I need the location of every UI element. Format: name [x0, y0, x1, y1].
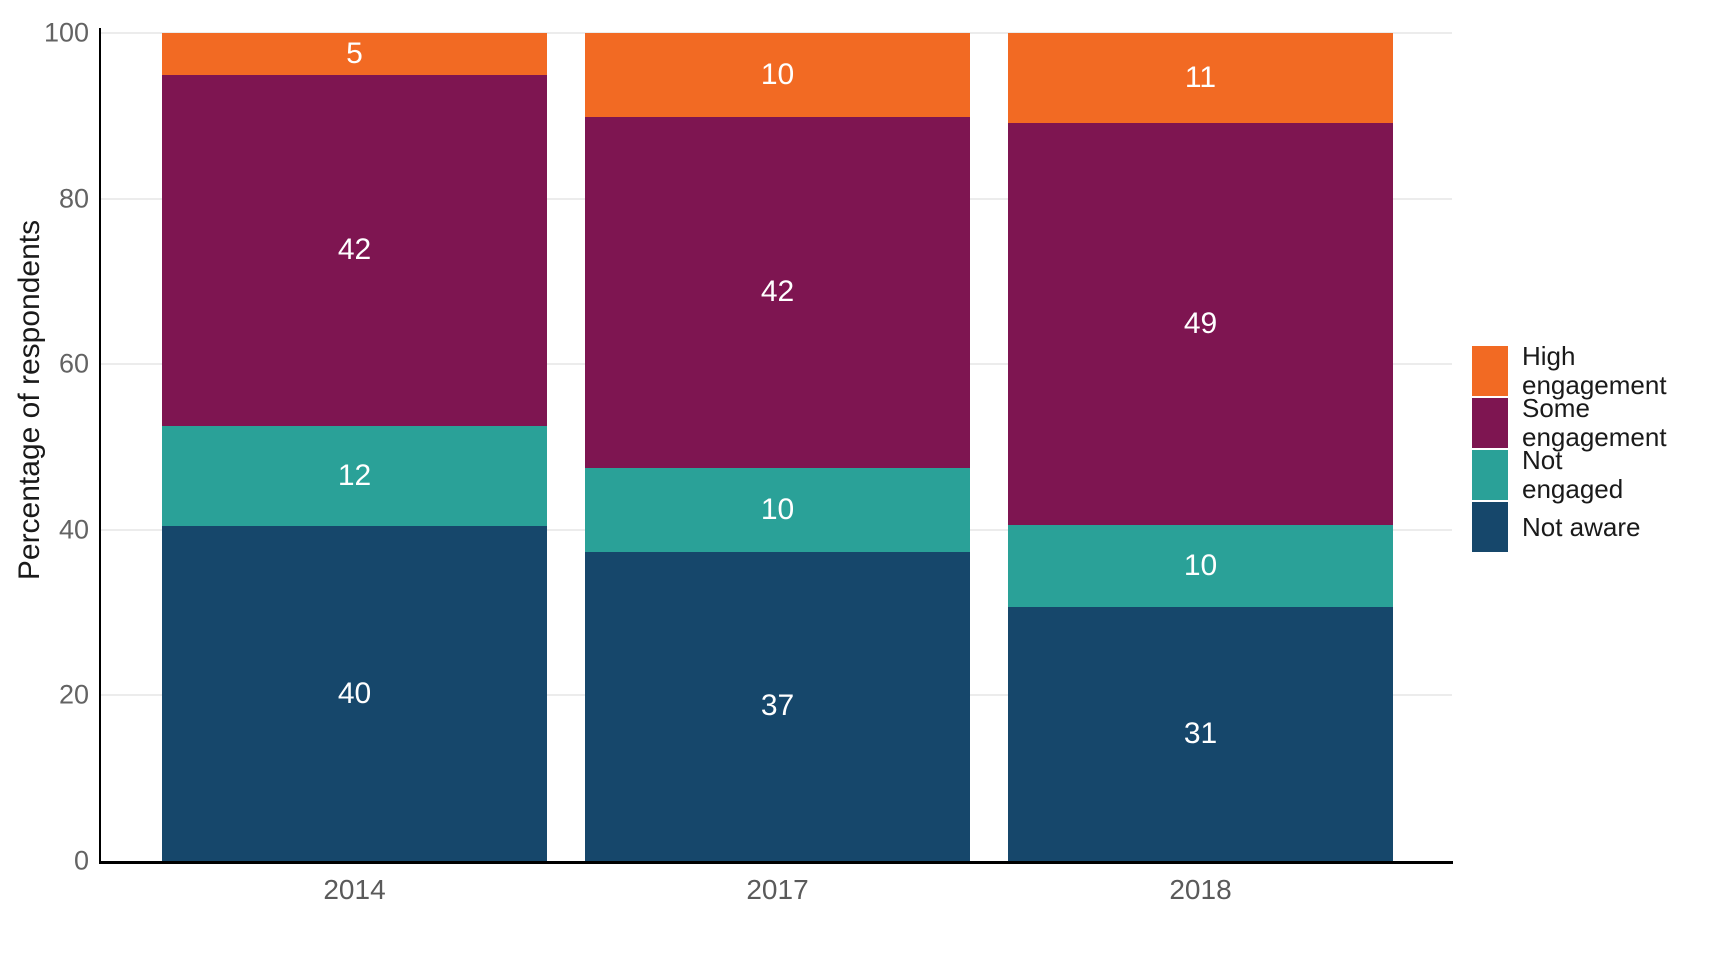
y-axis-ticks: 0 20 40 60 80 100: [0, 18, 89, 876]
y-tick-label-0: 0: [73, 845, 89, 876]
bar-value-label: 10: [760, 492, 795, 526]
bar-segment-2018-high-engagement: 11: [1008, 33, 1393, 124]
y-axis-line: [99, 28, 101, 863]
y-tick-label-80: 80: [58, 183, 89, 214]
legend-swatch-not-engaged: [1472, 450, 1508, 500]
y-tick-label-60: 60: [58, 348, 89, 379]
y-tick-label-40: 40: [58, 514, 89, 545]
bar-segment-2017-high-engagement: 10: [585, 33, 970, 117]
bar-value-label: 42: [337, 233, 372, 267]
bar-value-label: 40: [337, 676, 372, 710]
x-tick-label-2017: 2017: [746, 874, 809, 905]
bar-segment-2018-not-engaged: 10: [1008, 524, 1393, 607]
bar-value-label: 10: [760, 57, 795, 91]
bar-2018: 31 10 49 11: [1008, 33, 1393, 861]
bar-value-label: 10: [1183, 548, 1218, 582]
legend: High engagement Some engagement Not engaged No…: [1472, 342, 1667, 554]
legend-swatch-some-engagement: [1472, 398, 1508, 448]
bar-value-label: 49: [1183, 307, 1218, 341]
legend-item-not-engaged: Not engaged: [1472, 446, 1667, 504]
x-tick-label-2018: 2018: [1169, 874, 1232, 905]
bar-segment-2017-not-engaged: 10: [585, 467, 970, 552]
legend-item-some-engagement: Some engagement: [1472, 394, 1667, 452]
bar-value-label: 11: [1184, 61, 1217, 95]
y-tick-label-20: 20: [58, 679, 89, 710]
bar-segment-2014-not-engaged: 12: [162, 426, 547, 527]
bar-segment-2014-some-engagement: 42: [162, 74, 547, 427]
legend-label: High engagement: [1522, 341, 1667, 400]
legend-label: Some engagement: [1522, 393, 1667, 452]
bar-2014: 40 12 42 5: [162, 33, 547, 861]
bar-segment-2017-some-engagement: 42: [585, 116, 970, 468]
plot-area: 40 12 42 5 37 10 42 10 31 10 49 11: [101, 32, 1452, 861]
legend-swatch-not-aware: [1472, 502, 1508, 552]
bar-segment-2018-some-engagement: 49: [1008, 123, 1393, 525]
bar-value-label: 31: [1183, 716, 1218, 750]
legend-label: Not aware: [1522, 511, 1641, 542]
bar-segment-2017-not-aware: 37: [585, 551, 970, 861]
legend-item-not-aware: Not aware: [1472, 502, 1667, 552]
legend-label: Not engaged: [1522, 445, 1624, 504]
y-gridline-100: [101, 32, 1452, 34]
x-tick-label-2014: 2014: [323, 874, 386, 905]
bar-segment-2014-not-aware: 40: [162, 526, 547, 861]
bar-segment-2018-not-aware: 31: [1008, 606, 1393, 861]
bar-value-label: 37: [760, 689, 795, 723]
bar-value-label: 5: [346, 36, 363, 70]
legend-item-high-engagement: High engagement: [1472, 342, 1667, 400]
bar-value-label: 42: [760, 275, 795, 309]
x-axis-line: [99, 861, 1453, 864]
legend-swatch-high-engagement: [1472, 346, 1508, 396]
bar-value-label: 12: [337, 459, 372, 493]
y-tick-label-100: 100: [43, 17, 89, 48]
bar-segment-2014-high-engagement: 5: [162, 33, 547, 75]
bar-2017: 37 10 42 10: [585, 33, 970, 861]
